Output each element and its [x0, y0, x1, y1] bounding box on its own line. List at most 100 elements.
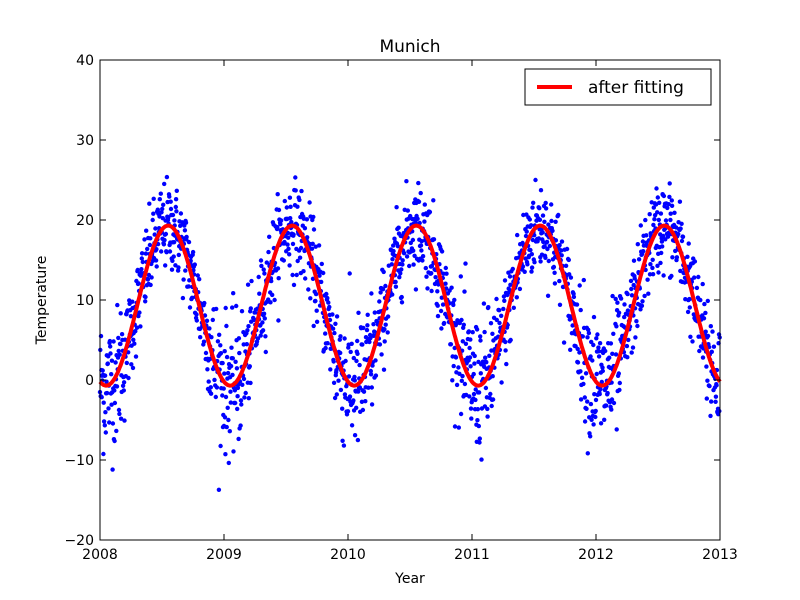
scatter-point [149, 275, 154, 280]
scatter-point [655, 263, 660, 268]
scatter-point [366, 385, 371, 390]
scatter-point [674, 255, 680, 260]
scatter-point [352, 433, 358, 438]
scatter-point [222, 371, 227, 376]
scatter-point [170, 212, 176, 218]
scatter-point [354, 358, 359, 364]
scatter-point [678, 226, 683, 231]
scatter-point [626, 337, 631, 343]
scatter-point [314, 319, 320, 324]
scatter-point [703, 329, 708, 334]
scatter-point [454, 382, 460, 388]
scatter-point [104, 379, 109, 384]
scatter-point [172, 218, 177, 223]
scatter-point [330, 312, 335, 317]
scatter-point [299, 188, 304, 194]
scatter-point [129, 362, 134, 367]
scatter-point [286, 235, 291, 240]
scatter-point [478, 334, 483, 339]
scatter-point [383, 322, 388, 327]
scatter-point [187, 278, 192, 283]
scatter-point [184, 234, 189, 240]
scatter-point [656, 217, 661, 223]
scatter-point [607, 355, 612, 360]
scatter-point [194, 312, 199, 317]
scatter-point [411, 262, 416, 267]
scatter-point [676, 231, 681, 237]
scatter-point [276, 276, 281, 281]
scatter-point [137, 310, 142, 315]
scatter-point [371, 322, 376, 327]
scatter-point [640, 239, 646, 244]
scatter-point [351, 398, 356, 403]
scatter-point [578, 307, 583, 313]
scatter-point [443, 265, 448, 271]
scatter-point [369, 402, 375, 407]
scatter-point [276, 318, 281, 323]
scatter-point [334, 392, 339, 397]
scatter-point [654, 186, 659, 191]
scatter-point [174, 209, 179, 214]
scatter-point [497, 308, 502, 313]
scatter-point [372, 310, 377, 315]
scatter-point [297, 197, 302, 203]
scatter-point [415, 216, 420, 221]
scatter-point [461, 322, 466, 327]
scatter-point [646, 291, 651, 296]
scatter-point [709, 399, 714, 404]
scatter-point [476, 390, 482, 395]
scatter-point [209, 335, 214, 340]
scatter-point [373, 358, 378, 363]
scatter-point [340, 438, 345, 443]
scatter-point [150, 217, 155, 223]
scatter-point [596, 354, 602, 359]
scatter-point [170, 258, 175, 263]
scatter-point [504, 361, 509, 367]
scatter-point [114, 428, 119, 434]
scatter-point [381, 367, 387, 372]
scatter-point [630, 345, 636, 350]
scatter-point [614, 324, 619, 329]
scatter-point [536, 236, 542, 241]
scatter-point [704, 396, 709, 401]
scatter-point [237, 350, 242, 356]
scatter-point [325, 341, 330, 346]
scatter-point [631, 258, 637, 263]
scatter-point [625, 355, 630, 360]
scatter-point [463, 261, 468, 266]
scatter-point [680, 234, 686, 239]
scatter-point [672, 210, 677, 215]
scatter-point [355, 437, 361, 443]
scatter-point [609, 397, 615, 402]
scatter-point [441, 320, 447, 326]
scatter-point [161, 242, 167, 247]
scatter-point [566, 257, 571, 263]
scatter-point [132, 341, 137, 346]
scatter-point [330, 326, 336, 331]
legend-label-after-fitting: after fitting [588, 78, 684, 98]
scatter-point [355, 351, 360, 356]
scatter-point [705, 298, 710, 304]
scatter-point [135, 267, 140, 273]
scatter-point [212, 377, 217, 383]
scatter-point [103, 430, 109, 435]
scatter-point [357, 385, 363, 390]
scatter-point [133, 329, 138, 334]
scatter-point [702, 301, 707, 307]
scatter-point [126, 375, 131, 381]
scatter-point [186, 239, 192, 245]
scatter-point [460, 373, 465, 379]
scatter-point [164, 174, 170, 180]
scatter-point [222, 349, 227, 354]
scatter-point [670, 255, 675, 260]
scatter-point [309, 246, 315, 251]
scatter-point [520, 264, 526, 269]
scatter-point [532, 260, 537, 265]
scatter-point [635, 242, 640, 247]
scatter-point [529, 269, 534, 274]
scatter-point [338, 350, 343, 356]
scatter-point [263, 349, 268, 355]
scatter-point [230, 356, 235, 361]
scatter-point [214, 306, 219, 312]
scatter-point [686, 241, 691, 246]
